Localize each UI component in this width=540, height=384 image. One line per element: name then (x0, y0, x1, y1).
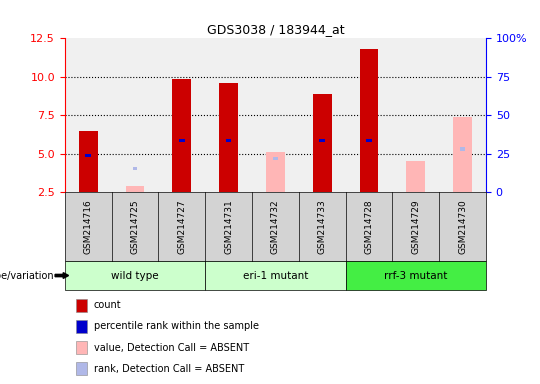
Bar (453, 117, 472, 192)
Bar (366, 139, 372, 142)
Bar (360, 49, 379, 192)
Bar (219, 83, 238, 192)
Text: wild type: wild type (111, 270, 159, 281)
Bar (460, 147, 465, 151)
Bar (79, 131, 98, 192)
Bar (133, 167, 137, 170)
Text: percentile rank within the sample: percentile rank within the sample (94, 321, 259, 331)
Bar (319, 139, 325, 142)
Bar (407, 161, 425, 192)
Text: GSM214725: GSM214725 (131, 199, 139, 254)
Text: GSM214733: GSM214733 (318, 199, 327, 254)
Text: GSM214716: GSM214716 (84, 199, 93, 254)
Text: eri-1 mutant: eri-1 mutant (242, 270, 308, 281)
Bar (126, 186, 144, 192)
Text: rrf-3 mutant: rrf-3 mutant (384, 270, 448, 281)
Text: GSM214728: GSM214728 (364, 199, 374, 254)
Text: GSM214731: GSM214731 (224, 199, 233, 254)
Text: GSM214730: GSM214730 (458, 199, 467, 254)
Text: count: count (94, 300, 122, 310)
Text: genotype/variation: genotype/variation (0, 270, 54, 281)
Bar (266, 152, 285, 192)
Text: GSM214729: GSM214729 (411, 199, 420, 254)
Bar (273, 157, 278, 160)
Bar (85, 154, 91, 157)
Bar (313, 94, 332, 192)
Text: rank, Detection Call = ABSENT: rank, Detection Call = ABSENT (94, 364, 244, 374)
Title: GDS3038 / 183944_at: GDS3038 / 183944_at (207, 23, 344, 36)
Bar (226, 139, 232, 142)
Bar (179, 139, 185, 142)
Bar (172, 79, 191, 192)
Text: GSM214727: GSM214727 (177, 199, 186, 254)
Text: GSM214732: GSM214732 (271, 199, 280, 254)
Text: value, Detection Call = ABSENT: value, Detection Call = ABSENT (94, 343, 249, 353)
